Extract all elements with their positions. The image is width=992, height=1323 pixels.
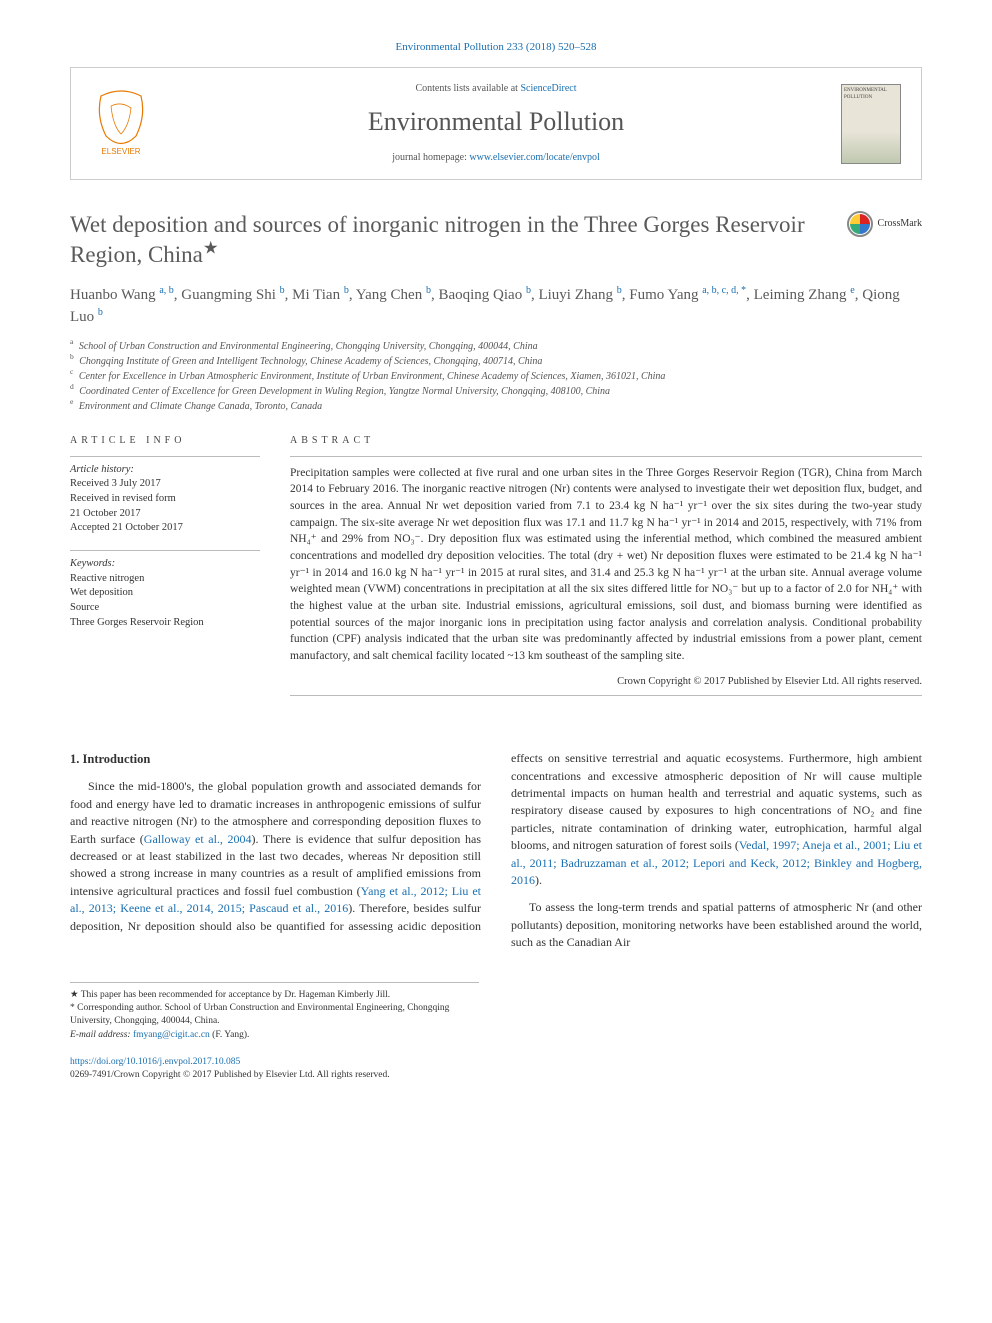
contents-available: Contents lists available at ScienceDirec… [151, 82, 841, 96]
email-link[interactable]: fmyang@cigit.ac.cn [133, 1030, 210, 1040]
abstract-label: ABSTRACT [290, 434, 922, 448]
article-info-label: ARTICLE INFO [70, 434, 260, 448]
journal-homepage: journal homepage: www.elsevier.com/locat… [151, 151, 841, 165]
footnote-corresponding: * Corresponding author. School of Urban … [70, 1002, 479, 1029]
journal-cover-thumb: ENVIRONMENTAL POLLUTION [841, 84, 901, 164]
article-history: Article history: Received 3 July 2017Rec… [70, 456, 260, 536]
affiliations: a School of Urban Construction and Envir… [70, 339, 922, 414]
crossmark-icon [846, 210, 874, 238]
footnotes: ★ This paper has been recommended for ac… [70, 982, 479, 1042]
footer-meta: https://doi.org/10.1016/j.envpol.2017.10… [70, 1056, 922, 1083]
author-list: Huanbo Wang a, b, Guangming Shi b, Mi Ti… [70, 284, 922, 329]
article-title: Wet deposition and sources of inorganic … [70, 210, 846, 270]
homepage-link[interactable]: www.elsevier.com/locate/envpol [469, 152, 599, 163]
footnote-email: E-mail address: fmyang@cigit.ac.cn (F. Y… [70, 1029, 479, 1042]
citation-ref[interactable]: Galloway et al., 2004 [144, 832, 252, 846]
journal-header: ELSEVIER Contents lists available at Sci… [70, 67, 922, 179]
elsevier-logo: ELSEVIER [91, 86, 151, 161]
abstract-text: Precipitation samples were collected at … [290, 465, 922, 665]
journal-name: Environmental Pollution [151, 104, 841, 140]
sciencedirect-link[interactable]: ScienceDirect [520, 83, 576, 94]
crossmark-badge[interactable]: CrossMark [846, 210, 922, 238]
footnote-star: ★ This paper has been recommended for ac… [70, 989, 479, 1002]
section-heading: 1. Introduction [70, 750, 481, 768]
body-text: 1. Introduction Since the mid-1800's, th… [70, 750, 922, 951]
abstract-copyright: Crown Copyright © 2017 Published by Else… [290, 675, 922, 690]
citation-line: Environmental Pollution 233 (2018) 520–5… [70, 40, 922, 55]
issn-line: 0269-7491/Crown Copyright © 2017 Publish… [70, 1069, 922, 1082]
paragraph: To assess the long-term trends and spati… [511, 899, 922, 951]
svg-text:ELSEVIER: ELSEVIER [101, 147, 140, 156]
keywords-block: Keywords: Reactive nitrogenWet depositio… [70, 550, 260, 630]
doi-link[interactable]: https://doi.org/10.1016/j.envpol.2017.10… [70, 1057, 240, 1067]
